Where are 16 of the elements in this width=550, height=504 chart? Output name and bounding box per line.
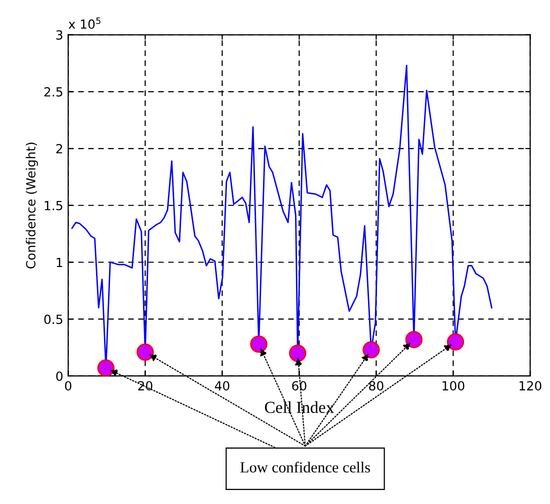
y-tick-label: 2.5: [44, 87, 62, 97]
y-axis-title: Confidence (Weight): [26, 142, 38, 268]
y-tick-label: 3: [56, 30, 62, 40]
x-tick-label: 100: [442, 381, 464, 391]
y-tick-label: 2: [56, 144, 62, 154]
y-tick-label: 0.5: [44, 314, 62, 324]
x-tick-label: 80: [369, 381, 384, 391]
y-tick-label: 1.5: [44, 201, 62, 210]
x-tick-label: 120: [520, 381, 542, 391]
y-tick-label: 1: [56, 258, 62, 267]
x-tick-label: 40: [214, 381, 230, 391]
y-tick-label: 0: [56, 371, 63, 381]
x-tick-label: 0: [65, 381, 72, 391]
text: x 10$^{5}$: [68, 18, 100, 29]
annotation: Low confidence cells: [240, 462, 370, 473]
x-tick-label: 60: [292, 381, 306, 391]
